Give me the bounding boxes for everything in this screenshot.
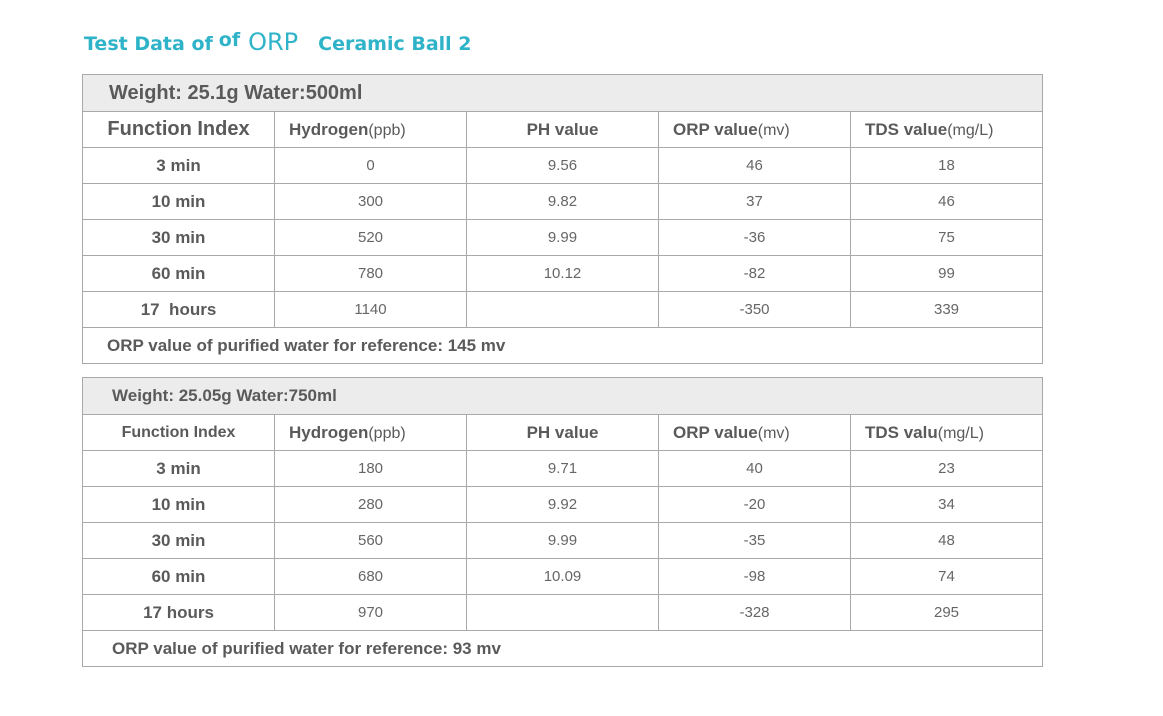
tds-cell: 74 <box>850 558 1043 595</box>
ph-cell: 9.71 <box>466 450 659 487</box>
weight-line: Weight: 25.05g Water:750ml <box>82 377 1043 415</box>
header-ph-value: PH value <box>466 414 659 451</box>
hydrogen-cell: 280 <box>274 486 467 523</box>
orp-cell: -36 <box>658 219 851 256</box>
weight-line: Weight: 25.1g Water:500ml <box>81 74 1044 112</box>
tds-cell: 23 <box>850 450 1043 487</box>
hydrogen-cell: 300 <box>274 183 467 220</box>
orp-cell: -328 <box>658 594 851 631</box>
hydrogen-cell: 180 <box>274 450 467 487</box>
table-row: 3 min 180 9.71 40 23 <box>82 450 1043 487</box>
hydrogen-cell: 970 <box>274 594 467 631</box>
orp-cell: 40 <box>658 450 851 487</box>
ph-cell: 9.56 <box>466 147 659 184</box>
hydrogen-cell: 0 <box>274 147 467 184</box>
header-row: Function Index Hydrogen(ppb) PH value OR… <box>82 414 1043 451</box>
table-row: 17 hours 970 -328 295 <box>82 594 1043 631</box>
table-row: 30 min 520 9.99 -36 75 <box>82 219 1044 256</box>
reference-note: ORP value of purified water for referenc… <box>82 630 1043 667</box>
tds-cell: 34 <box>850 486 1043 523</box>
header-row: Function Index Hydrogen(ppb) PH value OR… <box>82 111 1044 148</box>
header-function-index: Function Index <box>82 111 275 148</box>
ph-cell: 9.92 <box>466 486 659 523</box>
table-row: 60 min 780 10.12 -82 99 <box>82 255 1044 292</box>
ph-cell: 9.82 <box>466 183 659 220</box>
table-row: 60 min 680 10.09 -98 74 <box>82 558 1043 595</box>
tds-cell: 46 <box>849 183 1044 220</box>
row-label: 10 min <box>82 486 275 523</box>
orp-cell: -35 <box>658 522 851 559</box>
ph-cell <box>466 291 659 328</box>
orp-cell: -98 <box>658 558 851 595</box>
orp-cell: -20 <box>658 486 851 523</box>
tds-cell: 295 <box>850 594 1043 631</box>
orp-cell: 46 <box>658 147 851 184</box>
header-orp-value: ORP value(mv) <box>658 414 851 451</box>
table-row: 30 min 560 9.99 -35 48 <box>82 522 1043 559</box>
ph-cell: 9.99 <box>466 219 659 256</box>
weight-row: Weight: 25.05g Water:750ml <box>82 377 1043 415</box>
header-ph-value: PH value <box>466 111 659 148</box>
hydrogen-cell: 520 <box>274 219 467 256</box>
ph-cell: 10.09 <box>466 558 659 595</box>
ph-cell: 9.99 <box>466 522 659 559</box>
table-row: 10 min 300 9.82 37 46 <box>82 183 1044 220</box>
header-function-index: Function Index <box>82 414 275 451</box>
table-row: 10 min 280 9.92 -20 34 <box>82 486 1043 523</box>
row-label: 60 min <box>82 255 275 292</box>
tds-cell: 18 <box>849 147 1044 184</box>
table-row: 17 hours 1140 -350 339 <box>82 291 1044 328</box>
header-tds-value: TDS valu(mg/L) <box>850 414 1043 451</box>
title-part-2: of <box>218 29 241 51</box>
hydrogen-cell: 680 <box>274 558 467 595</box>
weight-row: Weight: 25.1g Water:500ml <box>81 74 1044 112</box>
ph-cell <box>466 594 659 631</box>
tds-cell: 48 <box>850 522 1043 559</box>
note-row: ORP value of purified water for referenc… <box>82 630 1043 667</box>
header-orp-value: ORP value(mv) <box>658 111 851 148</box>
row-label: 17 hours <box>82 291 275 328</box>
tds-cell: 99 <box>849 255 1044 292</box>
hydrogen-cell: 1140 <box>274 291 467 328</box>
header-hydrogen: Hydrogen(ppb) <box>274 414 467 451</box>
row-label: 60 min <box>82 558 275 595</box>
row-label: 3 min <box>82 147 275 184</box>
page-title: Test Data of of ORP Ceramic Ball 2 <box>84 28 472 56</box>
row-label: 3 min <box>82 450 275 487</box>
tds-cell: 339 <box>849 291 1044 328</box>
title-part-3: ORP <box>248 28 299 56</box>
note-row: ORP value of purified water for referenc… <box>81 327 1044 364</box>
ph-cell: 10.12 <box>466 255 659 292</box>
row-label: 10 min <box>82 183 275 220</box>
header-tds-value: TDS value(mg/L) <box>849 111 1044 148</box>
title-part-4: Ceramic Ball 2 <box>318 33 472 55</box>
hydrogen-cell: 560 <box>274 522 467 559</box>
orp-cell: 37 <box>658 183 851 220</box>
test-data-table-2: Weight: 25.05g Water:750ml Function Inde… <box>82 377 1043 667</box>
header-hydrogen: Hydrogen(ppb) <box>274 111 467 148</box>
row-label: 30 min <box>82 522 275 559</box>
orp-cell: -350 <box>658 291 851 328</box>
tds-cell: 75 <box>849 219 1044 256</box>
row-label: 30 min <box>82 219 275 256</box>
title-part-1: Test Data of <box>84 33 213 55</box>
orp-cell: -82 <box>658 255 851 292</box>
reference-note: ORP value of purified water for referenc… <box>81 327 1044 364</box>
hydrogen-cell: 780 <box>274 255 467 292</box>
test-data-table-1: Weight: 25.1g Water:500ml Function Index… <box>81 74 1044 364</box>
table-row: 3 min 0 9.56 46 18 <box>82 147 1044 184</box>
row-label: 17 hours <box>82 594 275 631</box>
